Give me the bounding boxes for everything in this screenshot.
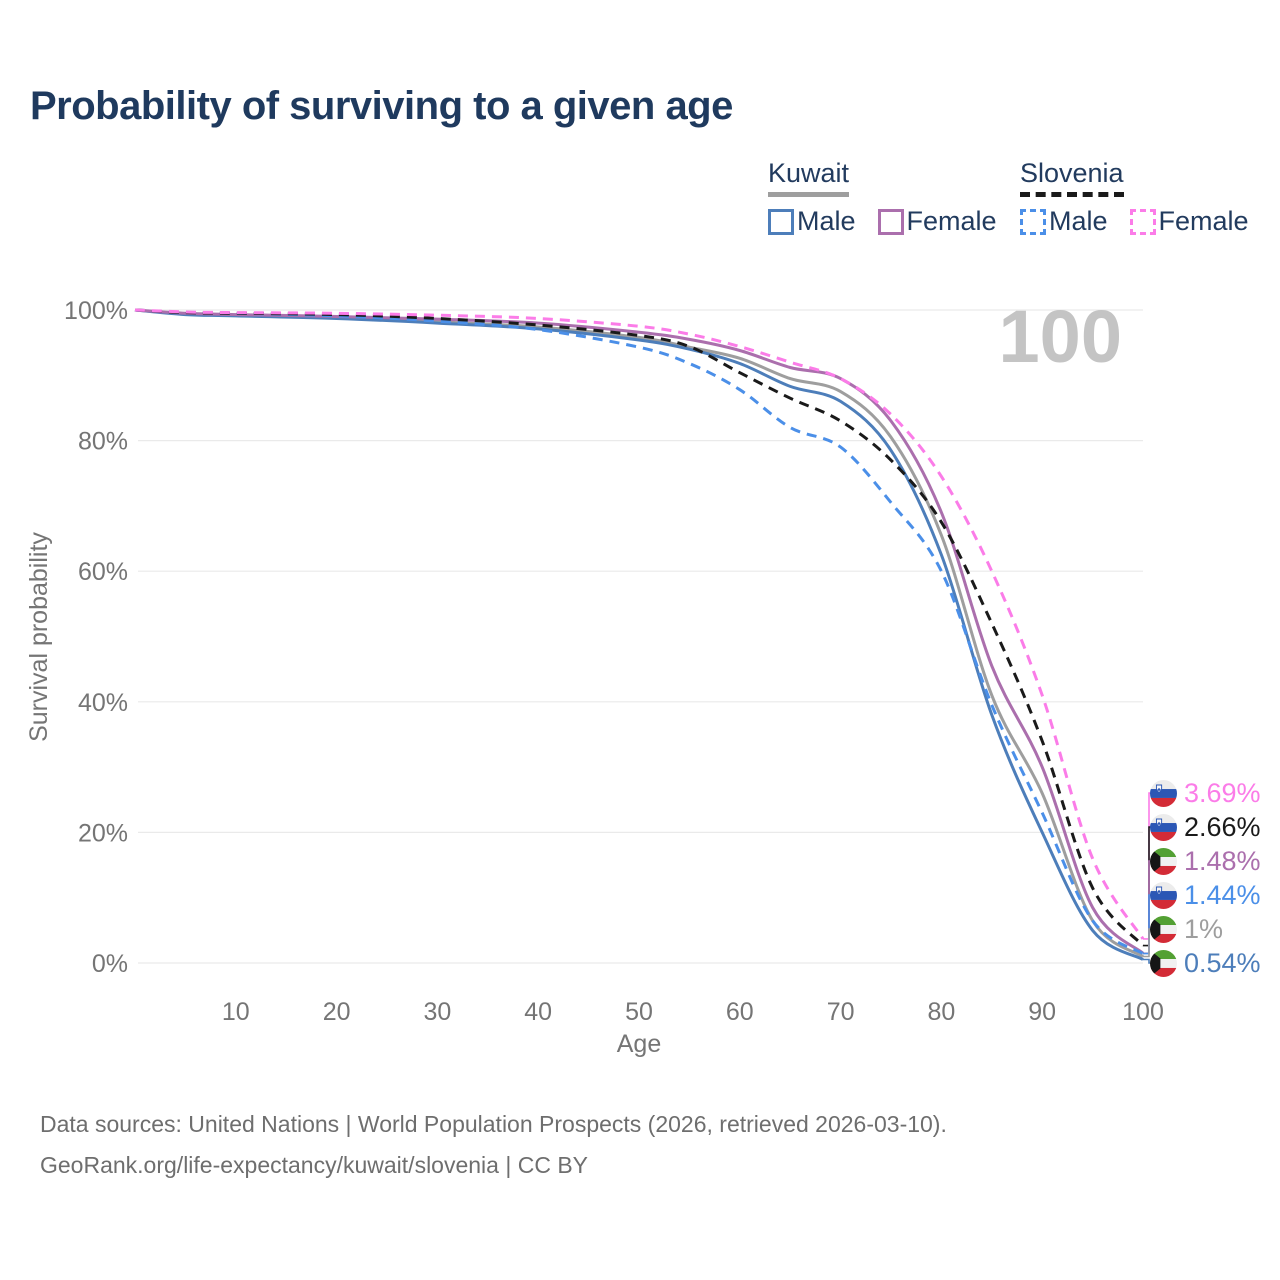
slovenia-female-swatch-icon <box>1129 208 1156 235</box>
legend-group-kuwait: Kuwait Male Female <box>768 158 997 237</box>
y-tick-label: 60% <box>78 558 128 586</box>
x-tick-label: 80 <box>927 998 955 1026</box>
series-line-slovenia-male <box>134 308 1144 955</box>
series-line-kuwait-female <box>134 308 1145 955</box>
legend-item-label: Female <box>906 206 997 236</box>
legend: Kuwait Male Female Slovenia Male <box>0 158 1280 248</box>
x-tick-label: 70 <box>827 998 855 1026</box>
y-tick-label: 80% <box>78 428 128 456</box>
x-tick-label: 10 <box>222 998 250 1026</box>
series-line-slovenia-female <box>134 308 1145 940</box>
y-tick-label: 20% <box>78 819 128 847</box>
legend-group-slovenia: Slovenia Male Female <box>1020 158 1249 237</box>
series-line-slovenia-total <box>134 308 1145 947</box>
footer-sources: Data sources: United Nations | World Pop… <box>40 1111 947 1137</box>
legend-group-title-slovenia[interactable]: Slovenia <box>1020 158 1124 197</box>
x-tick-label: 20 <box>323 998 351 1026</box>
end-label-connector <box>1143 958 1155 964</box>
kuwait-female-swatch-icon <box>877 208 904 235</box>
legend-row-kuwait: Male Female <box>768 206 997 237</box>
series-line-kuwait-total <box>134 308 1144 958</box>
slovenia-male-swatch-icon <box>1020 208 1046 235</box>
x-tick-label: 100 <box>1122 998 1164 1026</box>
x-tick-label: 90 <box>1028 998 1056 1026</box>
y-tick-label: 0% <box>92 950 128 978</box>
legend-group-title-kuwait[interactable]: Kuwait <box>768 158 850 197</box>
y-axis-title: Survival probability <box>25 532 53 742</box>
y-tick-label: 100% <box>64 297 128 325</box>
legend-item-slovenia-female[interactable]: Female <box>1129 206 1249 237</box>
age-watermark: 100 <box>999 295 1122 378</box>
legend-item-label: Female <box>1158 206 1249 236</box>
x-tick-label: 30 <box>423 998 451 1026</box>
y-tick-label: 40% <box>78 689 128 717</box>
x-tick-label: 50 <box>625 998 653 1026</box>
end-label-connector <box>1143 928 1155 958</box>
legend-item-label: Male <box>1049 206 1108 236</box>
legend-item-kuwait-female[interactable]: Female <box>877 206 997 237</box>
x-tick-label: 60 <box>726 998 754 1026</box>
page-title: Probability of surviving to a given age <box>30 84 733 128</box>
kuwait-male-swatch-icon <box>768 208 794 235</box>
footer-url: GeoRank.org/life-expectancy/kuwait/slove… <box>40 1152 589 1179</box>
legend-item-slovenia-male[interactable]: Male <box>1020 206 1108 237</box>
series-line-kuwait-male <box>134 308 1144 961</box>
x-axis-title: Age <box>617 1030 661 1058</box>
legend-row-slovenia: Male Female <box>1020 206 1249 237</box>
legend-item-kuwait-male[interactable]: Male <box>768 206 856 237</box>
footer: Data sources: United Nations | World Pop… <box>40 1104 947 1187</box>
x-tick-label: 40 <box>524 998 552 1026</box>
legend-item-label: Male <box>797 206 856 236</box>
